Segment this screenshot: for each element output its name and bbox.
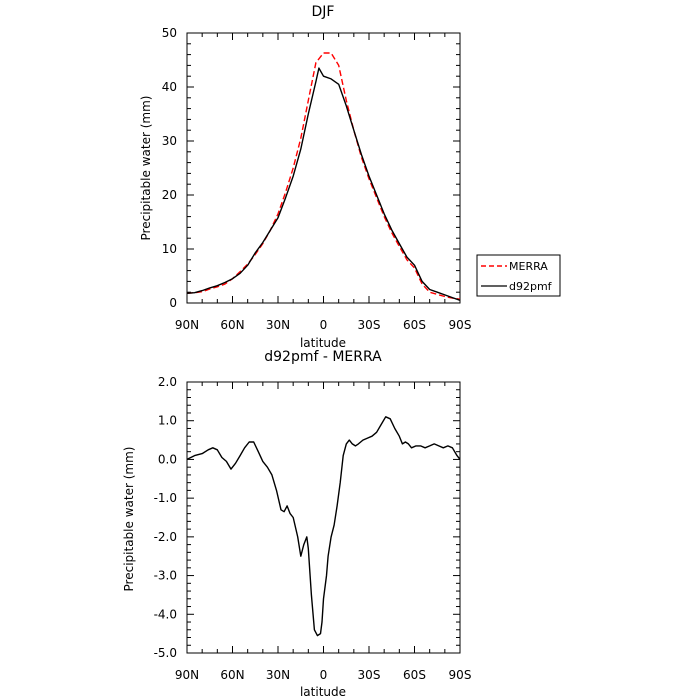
- x-tick-label: 60N: [220, 318, 244, 332]
- y-tick-label: 50: [162, 26, 177, 40]
- y-tick-label: 10: [162, 242, 177, 256]
- y-tick-label: -4.0: [154, 607, 177, 621]
- y-tick-label: 0.0: [158, 452, 177, 466]
- x-tick-label: 30S: [358, 318, 381, 332]
- panel-top: DJF latitude Precipitable water (mm) MER…: [139, 4, 561, 350]
- panel-bottom: d92pmf - MERRA latitude Precipitable wat…: [122, 349, 471, 699]
- y-axis-label-top: Precipitable water (mm): [139, 96, 153, 241]
- y-tick-label: 0: [169, 296, 177, 310]
- y-tick-label: -3.0: [154, 569, 177, 583]
- x-tick-label: 0: [320, 318, 328, 332]
- x-tick-label: 60N: [220, 668, 244, 682]
- x-tick-label: 90S: [449, 668, 472, 682]
- x-tick-label: 90N: [175, 668, 199, 682]
- x-tick-label: 90N: [175, 318, 199, 332]
- legend: MERRA d92pmf: [476, 254, 561, 297]
- y-tick-label: 40: [162, 80, 177, 94]
- chart-title-top: DJF: [312, 4, 335, 20]
- y-tick-label: -5.0: [154, 646, 177, 660]
- y-tick-label: -2.0: [154, 530, 177, 544]
- x-tick-label: 30S: [358, 668, 381, 682]
- y-tick-label: 1.0: [158, 414, 177, 428]
- x-axis-label-top: latitude: [300, 336, 346, 350]
- legend-label-d92pmf: d92pmf: [509, 280, 553, 293]
- x-tick-label: 30N: [266, 668, 290, 682]
- y-tick-label: 2.0: [158, 375, 177, 389]
- series-line-merra: [186, 52, 461, 300]
- x-tick-label: 60S: [403, 318, 426, 332]
- plot-frame: [186, 32, 461, 304]
- y-tick-label: -1.0: [154, 491, 177, 505]
- x-tick-label: 90S: [449, 318, 472, 332]
- legend-label-merra: MERRA: [509, 260, 548, 273]
- x-tick-label: 0: [320, 668, 328, 682]
- series-line-d92pmf: [186, 67, 461, 301]
- plot-frame: [186, 381, 461, 654]
- x-tick-label: 60S: [403, 668, 426, 682]
- y-tick-label: 30: [162, 134, 177, 148]
- legend-box: [476, 254, 561, 297]
- x-axis-label-bottom: latitude: [300, 685, 346, 699]
- x-tick-label: 30N: [266, 318, 290, 332]
- y-tick-label: 20: [162, 188, 177, 202]
- y-axis-label-bottom: Precipitable water (mm): [122, 447, 136, 592]
- chart-title-bottom: d92pmf - MERRA: [264, 349, 382, 365]
- series-line-difference: [186, 416, 461, 637]
